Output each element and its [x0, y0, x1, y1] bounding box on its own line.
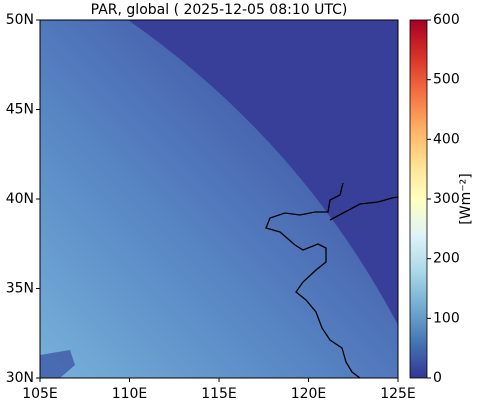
x-tick-label: 125E	[380, 386, 416, 402]
x-tick-label: 105E	[22, 386, 58, 402]
colorbar-label: [Wm⁻²]	[458, 173, 474, 224]
y-tick-label: 30N	[6, 370, 34, 386]
colorbar-tick-label: 100	[433, 310, 460, 326]
colorbar-tick-label: 500	[433, 72, 460, 88]
chart-title: PAR, global ( 2025-12-05 08:10 UTC)	[91, 2, 348, 18]
colorbar-tick-label: 600	[433, 12, 460, 28]
y-tick-label: 40N	[6, 191, 34, 207]
colorbar-tick-label: 200	[433, 251, 460, 267]
colorbar-tick-label: 0	[433, 370, 442, 386]
colorbar	[409, 19, 428, 379]
x-tick-label: 110E	[112, 386, 148, 402]
y-tick-label: 50N	[6, 12, 34, 28]
y-tick-label: 45N	[6, 102, 34, 118]
colorbar-tick-label: 400	[433, 131, 460, 147]
x-tick-label: 120E	[291, 386, 327, 402]
map-field	[40, 20, 398, 378]
y-tick-label: 35N	[6, 281, 34, 297]
colorbar-tick-label: 300	[433, 191, 460, 207]
x-tick-label: 115E	[201, 386, 237, 402]
